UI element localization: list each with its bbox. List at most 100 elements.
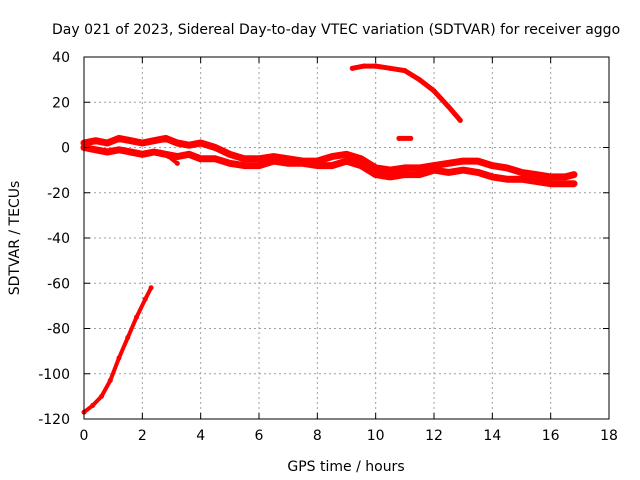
x-tick-label: 8 xyxy=(313,428,322,444)
data-point xyxy=(139,140,145,146)
data-point xyxy=(300,160,306,166)
data-point xyxy=(457,117,463,123)
x-tick-label: 16 xyxy=(542,428,560,444)
data-point xyxy=(157,149,163,155)
data-point xyxy=(116,135,122,141)
data-point xyxy=(475,158,481,164)
data-point xyxy=(504,176,510,182)
data-point xyxy=(104,149,110,155)
y-tick-label: -60 xyxy=(47,276,70,292)
data-point xyxy=(358,156,364,162)
data-point xyxy=(134,314,139,320)
data-point xyxy=(128,138,134,144)
data-point xyxy=(533,172,539,178)
data-point xyxy=(396,135,402,141)
data-point xyxy=(329,163,335,169)
data-point xyxy=(212,145,218,150)
data-point xyxy=(562,174,568,180)
x-tick-label: 0 xyxy=(80,428,89,444)
x-tick-label: 10 xyxy=(367,428,385,444)
series-line-main-band-upper xyxy=(80,134,578,181)
data-point xyxy=(387,65,393,71)
data-point xyxy=(107,378,113,384)
y-tick-label: -20 xyxy=(47,186,70,202)
x-tick-label: 4 xyxy=(196,428,205,444)
data-point xyxy=(116,147,122,153)
data-point xyxy=(489,163,495,169)
data-point xyxy=(402,172,408,178)
data-point xyxy=(373,172,379,178)
data-point xyxy=(174,140,180,146)
data-point xyxy=(402,68,408,74)
axis-ticks: 0 2 4 6 8 10 12 14 16 18 -120 -100 -80 -60 -40 -20 0 20 40 xyxy=(38,50,618,444)
x-tick-label: 18 xyxy=(600,428,618,444)
data-point xyxy=(387,174,393,180)
data-point xyxy=(571,181,577,187)
chart-title: Day 021 of 2023, Sidereal Day-to-day VTE… xyxy=(52,22,620,38)
data-point xyxy=(186,142,192,148)
data-point xyxy=(562,181,568,187)
data-point xyxy=(446,104,452,110)
data-point xyxy=(139,151,145,157)
series-line-upper-arc xyxy=(349,63,463,123)
data-point xyxy=(475,169,481,175)
y-tick-label: 40 xyxy=(52,50,70,66)
y-tick-label: 20 xyxy=(52,95,70,111)
x-tick-label: 2 xyxy=(138,428,147,444)
data-point xyxy=(198,156,204,162)
data-point xyxy=(314,163,320,169)
data-point xyxy=(174,160,180,166)
data-point xyxy=(571,172,577,178)
data-point xyxy=(174,154,180,160)
data-point xyxy=(241,163,247,169)
data-point xyxy=(504,165,510,171)
data-point xyxy=(93,147,99,153)
data-point xyxy=(271,158,277,164)
grid xyxy=(84,57,609,419)
data-point xyxy=(344,151,349,157)
data-point xyxy=(90,402,96,408)
data-point xyxy=(446,169,452,175)
x-tick-label: 14 xyxy=(483,428,501,444)
data-point xyxy=(548,174,554,180)
data-point xyxy=(489,174,495,180)
data-point xyxy=(416,165,422,171)
data-point xyxy=(358,163,364,169)
data-point xyxy=(408,135,414,141)
y-tick-label: -80 xyxy=(47,322,70,338)
data-point xyxy=(329,154,335,160)
data-point xyxy=(241,156,247,162)
x-tick-label: 12 xyxy=(425,428,443,444)
data-point xyxy=(373,165,379,171)
y-tick-label: -40 xyxy=(47,231,70,247)
data-point xyxy=(198,140,204,146)
data-point xyxy=(533,178,539,184)
data-point xyxy=(142,296,148,302)
data-point xyxy=(163,135,169,141)
data-point xyxy=(387,167,393,173)
data-point xyxy=(344,158,349,164)
data-point xyxy=(212,156,218,162)
plot-series xyxy=(80,63,578,415)
data-point xyxy=(361,63,367,69)
data-point xyxy=(548,181,554,187)
data-point xyxy=(99,393,104,399)
data-point xyxy=(431,167,437,173)
data-point xyxy=(186,151,192,157)
data-point xyxy=(151,138,157,144)
data-point xyxy=(128,149,134,155)
data-point xyxy=(148,285,154,291)
data-point xyxy=(256,156,262,162)
data-point xyxy=(519,169,524,175)
data-point xyxy=(402,165,408,171)
y-axis-label: SDTVAR / TECUs xyxy=(7,181,23,296)
data-point xyxy=(460,158,466,164)
y-tick-label: -100 xyxy=(38,367,70,383)
data-point xyxy=(256,163,262,169)
data-point xyxy=(227,160,233,166)
x-axis-label: GPS time / hours xyxy=(287,459,404,475)
data-point xyxy=(285,160,291,166)
y-tick-label: 0 xyxy=(61,141,70,157)
data-point xyxy=(151,149,157,155)
